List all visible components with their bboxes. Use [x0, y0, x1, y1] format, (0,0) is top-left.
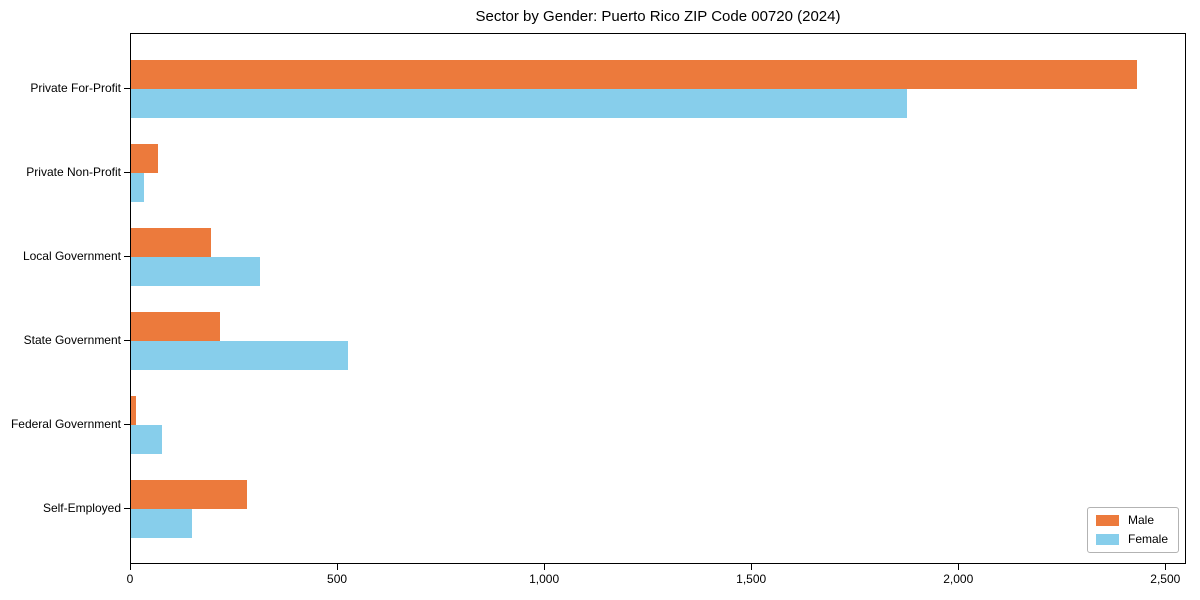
x-tick-mark [130, 564, 131, 570]
y-axis-label: Private For-Profit [30, 81, 121, 95]
legend-label-female: Female [1127, 532, 1168, 546]
y-tick-mark [124, 508, 130, 509]
bar-male-self-employed [131, 480, 247, 509]
bar-female-local-government [131, 257, 261, 286]
chart-title: Sector by Gender: Puerto Rico ZIP Code 0… [475, 8, 841, 25]
x-tick-label: 500 [327, 572, 348, 586]
bar-female-private-non-profit [131, 173, 145, 202]
bar-male-state-government [131, 312, 221, 341]
legend-label-male: Male [1127, 513, 1154, 527]
x-tick-label: 2,500 [1150, 572, 1181, 586]
x-tick-mark [1165, 564, 1167, 570]
bar-male-private-for-profit [131, 60, 1138, 89]
y-axis-label: Self-Employed [42, 501, 121, 515]
x-tick-mark [337, 564, 339, 570]
y-tick-mark [124, 340, 130, 341]
y-axis-label: Local Government [22, 249, 121, 263]
bar-female-self-employed [131, 509, 192, 538]
y-tick-mark [124, 88, 130, 89]
legend: Male Female [1086, 507, 1179, 553]
y-axis-label: State Government [23, 333, 121, 347]
male-series-swatch [1095, 515, 1119, 526]
y-tick-mark [124, 172, 130, 173]
x-tick-mark [751, 564, 753, 570]
legend-item-female: Female [1095, 532, 1168, 546]
y-axis-label: Federal Government [10, 417, 121, 431]
bar-female-federal-government [131, 425, 163, 454]
bar-male-federal-government [131, 396, 136, 425]
x-tick-mark [544, 564, 546, 570]
legend-item-male: Male [1095, 513, 1168, 527]
female-series-swatch [1095, 534, 1119, 545]
bar-male-private-non-profit [131, 144, 158, 173]
y-axis-label: Private Non-Profit [26, 165, 121, 179]
plot-area: Male Female [130, 33, 1186, 564]
bar-female-private-for-profit [131, 89, 908, 118]
y-tick-mark [124, 256, 130, 257]
x-tick-label: 0 [126, 572, 134, 586]
x-tick-label: 1,500 [736, 572, 767, 586]
x-tick-label: 1,000 [529, 572, 560, 586]
x-tick-label: 2,000 [943, 572, 974, 586]
x-tick-mark [958, 564, 960, 570]
y-tick-mark [124, 424, 130, 425]
bar-male-local-government [131, 228, 211, 257]
bar-female-state-government [131, 341, 348, 370]
